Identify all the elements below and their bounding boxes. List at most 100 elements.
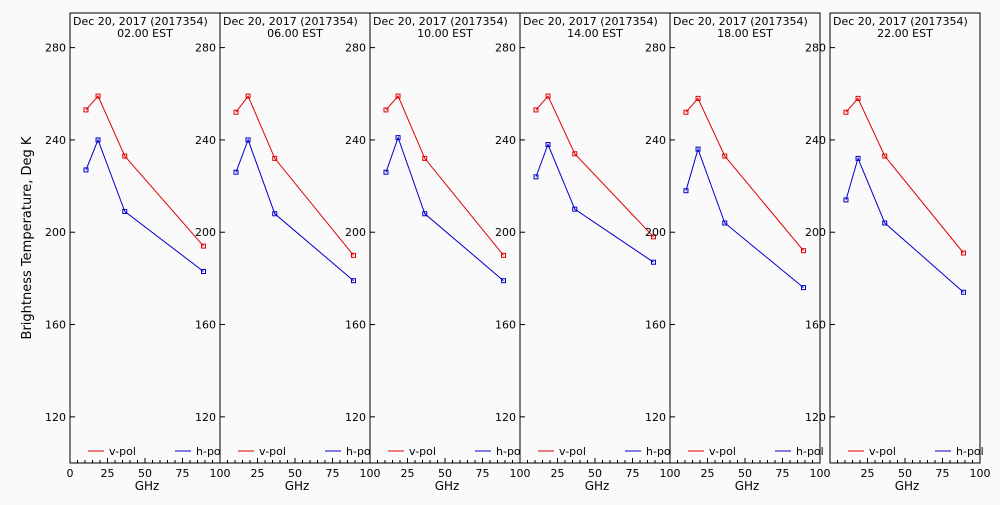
data-point-h-pol	[722, 220, 728, 226]
data-point-h-pol	[245, 137, 251, 143]
data-point-h-pol	[395, 135, 401, 141]
legend-label: h-pol	[956, 445, 984, 458]
y-tick-label: 120	[805, 411, 826, 424]
data-point-h-pol	[272, 211, 278, 217]
y-tick-label: 280	[805, 42, 826, 55]
data-point-v-pol	[695, 95, 701, 101]
legend-label: h-pol	[796, 445, 824, 458]
panel-title-time: 22.00 EST	[877, 27, 933, 40]
data-point-v-pol	[83, 107, 89, 113]
y-tick-label: 240	[345, 134, 366, 147]
panel-frame	[369, 12, 521, 464]
data-point-h-pol	[651, 259, 656, 265]
series-line-v-pol	[845, 97, 964, 254]
data-point-v-pol	[572, 151, 578, 157]
y-tick-label: 160	[345, 319, 366, 332]
data-point-h-pol	[695, 146, 701, 152]
panel-title-date: Dec 20, 2017 (2017354)	[73, 15, 208, 28]
data-point-h-pol	[501, 278, 506, 284]
legend-label: v-pol	[109, 445, 136, 458]
x-tick-label: 100	[810, 467, 831, 480]
x-tick-label: 25	[551, 467, 565, 480]
y-tick-label: 160	[495, 319, 516, 332]
panel-title-date: Dec 20, 2017 (2017354)	[373, 15, 508, 28]
x-tick-label: 25	[101, 467, 115, 480]
legend-label: h-pol	[496, 445, 524, 458]
data-point-v-pol	[651, 234, 656, 240]
data-point-v-pol	[351, 252, 356, 258]
x-tick-label: 50	[138, 467, 152, 480]
panel-title-time: 14.00 EST	[567, 27, 623, 40]
x-axis-label: GHz	[735, 479, 760, 493]
data-point-h-pol	[122, 208, 128, 214]
y-tick-label: 160	[805, 319, 826, 332]
data-point-h-pol	[95, 137, 101, 143]
panel-frame	[219, 12, 371, 464]
data-point-h-pol	[683, 188, 689, 194]
x-axis-label: GHz	[285, 479, 310, 493]
data-point-h-pol	[843, 197, 849, 203]
x-tick-label: 100	[510, 467, 531, 480]
data-point-v-pol	[855, 95, 861, 101]
x-tick-label: 75	[936, 467, 950, 480]
x-tick-label: 100	[660, 467, 681, 480]
series-line-v-pol	[85, 95, 204, 247]
y-tick-label: 120	[195, 411, 216, 424]
legend-label: h-pol	[196, 445, 224, 458]
legend-label: v-pol	[259, 445, 286, 458]
panel-title-time: 10.00 EST	[417, 27, 473, 40]
series-line-h-pol	[535, 143, 654, 263]
data-point-v-pol	[683, 109, 689, 115]
data-point-h-pol	[533, 174, 539, 180]
data-point-h-pol	[801, 285, 806, 291]
series-line-v-pol	[385, 95, 504, 256]
data-point-h-pol	[572, 206, 578, 212]
data-point-h-pol	[545, 142, 551, 148]
data-point-v-pol	[801, 248, 806, 254]
data-point-v-pol	[122, 153, 128, 159]
data-point-v-pol	[961, 250, 966, 256]
y-tick-label: 200	[45, 226, 66, 239]
data-point-h-pol	[201, 268, 206, 274]
y-tick-label: 120	[645, 411, 666, 424]
x-tick-label: 25	[401, 467, 415, 480]
y-tick-label: 280	[45, 42, 66, 55]
y-tick-label: 200	[645, 226, 666, 239]
y-tick-label: 200	[495, 226, 516, 239]
y-tick-label: 120	[45, 411, 66, 424]
panel-title-date: Dec 20, 2017 (2017354)	[223, 15, 358, 28]
series-line-v-pol	[235, 95, 354, 256]
panel-title-date: Dec 20, 2017 (2017354)	[523, 15, 658, 28]
panel-title-date: Dec 20, 2017 (2017354)	[833, 15, 968, 28]
x-tick-label: 75	[626, 467, 640, 480]
x-tick-label: 25	[701, 467, 715, 480]
y-tick-label: 200	[805, 226, 826, 239]
x-tick-label: 50	[588, 467, 602, 480]
series-line-h-pol	[385, 136, 504, 282]
x-tick-label: 75	[776, 467, 790, 480]
data-point-v-pol	[533, 107, 539, 113]
x-tick-label: 75	[176, 467, 190, 480]
legend-label: h-pol	[646, 445, 674, 458]
data-point-h-pol	[83, 167, 89, 173]
x-tick-label: 0	[67, 467, 74, 480]
y-axis-label: Brightness Temperature, Deg K	[20, 136, 35, 339]
y-tick-label: 280	[645, 42, 666, 55]
panel-title-date: Dec 20, 2017 (2017354)	[673, 15, 808, 28]
data-point-v-pol	[422, 155, 428, 161]
data-point-v-pol	[882, 153, 888, 159]
legend-label: v-pol	[709, 445, 736, 458]
x-tick-label: 25	[861, 467, 875, 480]
data-point-v-pol	[233, 109, 239, 115]
legend-label: v-pol	[409, 445, 436, 458]
panel-title-time: 18.00 EST	[717, 27, 773, 40]
legend-label: v-pol	[869, 445, 896, 458]
x-axis-label: GHz	[895, 479, 920, 493]
series-line-h-pol	[85, 138, 204, 272]
data-point-h-pol	[882, 220, 888, 226]
data-point-v-pol	[501, 252, 506, 258]
x-tick-label: 50	[738, 467, 752, 480]
data-point-h-pol	[422, 211, 428, 217]
x-tick-label: 75	[326, 467, 340, 480]
